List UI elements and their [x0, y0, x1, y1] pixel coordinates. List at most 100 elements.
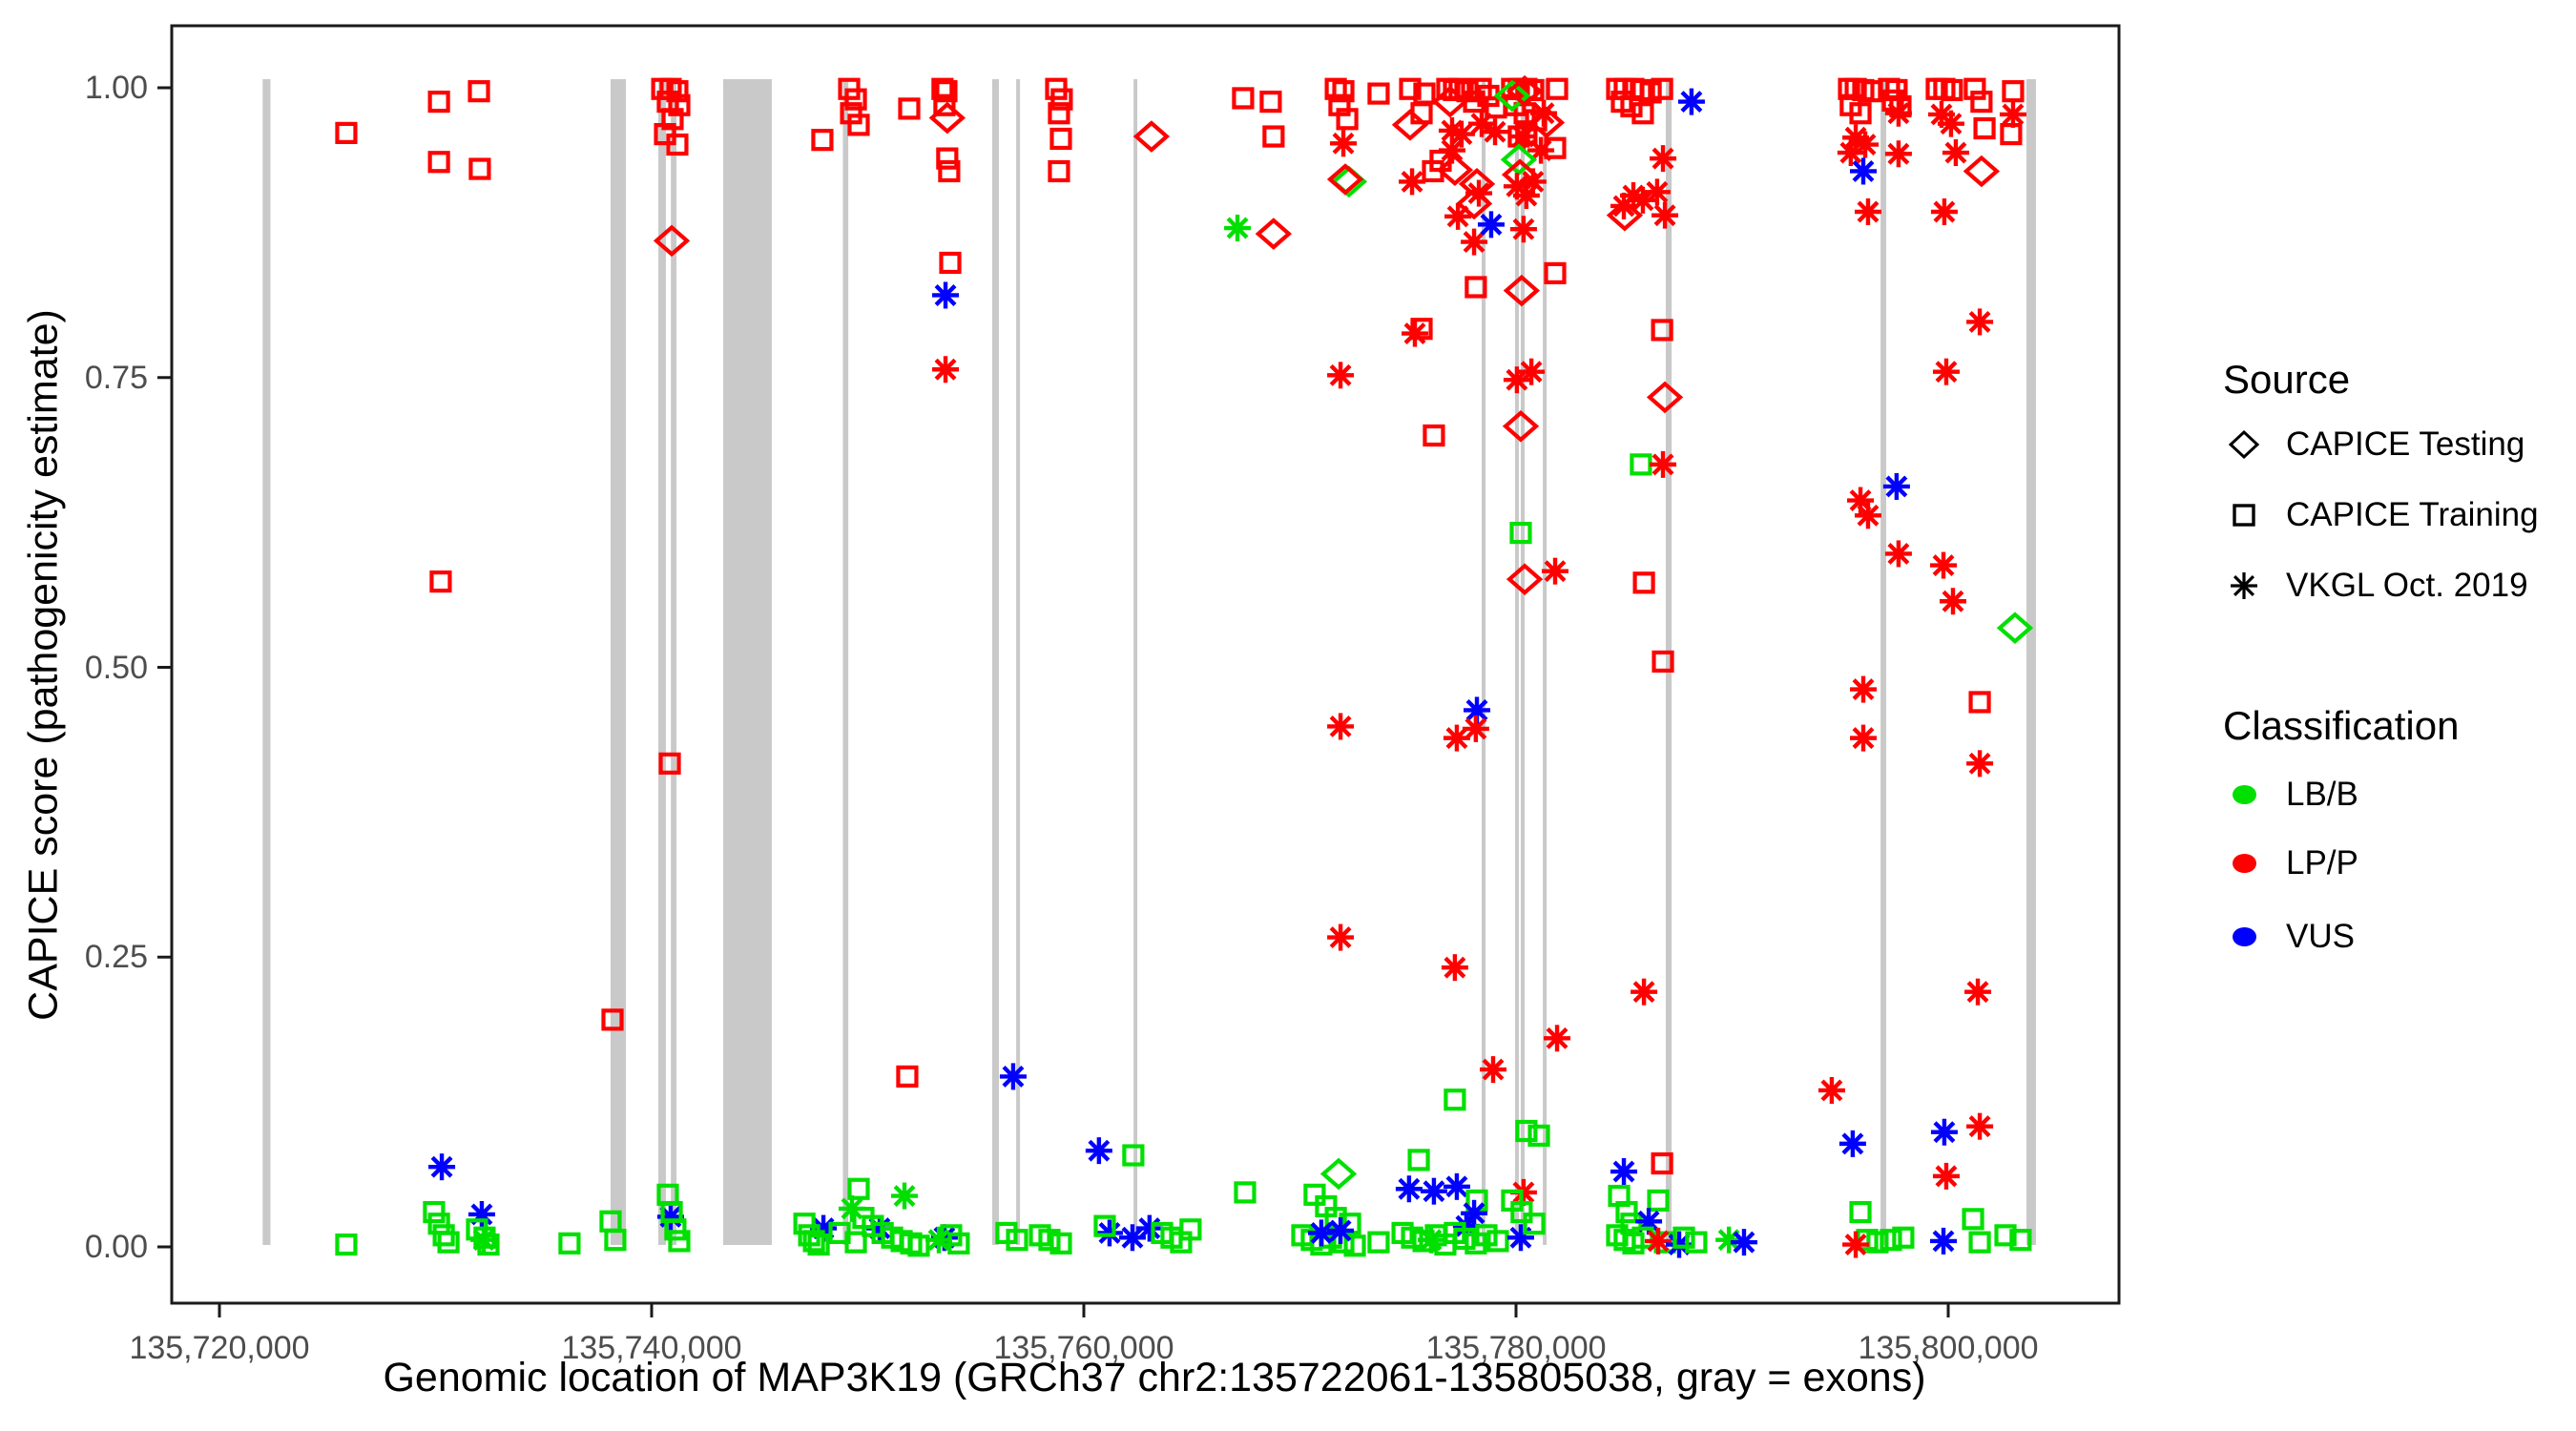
data-point	[1327, 362, 1355, 389]
legend-item-label: CAPICE Testing	[2286, 425, 2525, 463]
data-point	[1966, 1112, 1994, 1140]
data-point	[1502, 409, 1540, 443]
legend-item-label: CAPICE Training	[2286, 496, 2539, 533]
data-point	[1475, 1224, 1498, 1247]
data-point	[1610, 1158, 1638, 1186]
data-point	[1122, 1144, 1145, 1167]
y-tick-label: 0.00	[84, 1229, 148, 1265]
data-point	[1849, 675, 1877, 703]
y-axis-title: CAPICE score (pathogenicity estimate)	[20, 309, 67, 1021]
data-point	[1444, 202, 1472, 230]
data-point	[1443, 78, 1465, 102]
data-point	[1399, 77, 1422, 100]
data-point	[668, 1230, 691, 1253]
data-point	[1509, 123, 1537, 151]
data-point	[1401, 1226, 1423, 1249]
data-point	[1482, 118, 1509, 146]
exon-bar	[262, 79, 271, 1245]
data-point	[1515, 1119, 1538, 1143]
exon-bar	[610, 79, 627, 1245]
data-point	[1493, 79, 1531, 113]
data-point	[1546, 77, 1568, 100]
data-point	[427, 151, 450, 174]
data-point	[1436, 154, 1474, 187]
data-point	[1343, 1234, 1366, 1257]
data-point	[658, 752, 681, 775]
data-point	[1049, 1232, 1072, 1255]
data-point	[1962, 1208, 1984, 1231]
data-point	[1996, 612, 2034, 644]
data-point	[1503, 274, 1541, 307]
data-point	[1327, 1216, 1355, 1244]
data-point	[1615, 1200, 1638, 1224]
data-point	[1880, 1229, 1902, 1252]
data-point	[1652, 201, 1679, 229]
data-point	[1506, 74, 1544, 108]
data-point	[1509, 216, 1537, 243]
data-point	[1085, 1137, 1112, 1165]
data-point	[1395, 1175, 1423, 1203]
data-point	[1307, 1219, 1335, 1247]
data-point	[335, 1233, 358, 1256]
data-point	[1849, 157, 1877, 185]
data-point	[1326, 163, 1364, 196]
data-point	[604, 1229, 627, 1252]
data-point	[1319, 1157, 1358, 1191]
data-point	[1620, 94, 1643, 118]
exon-bar	[671, 79, 677, 1245]
data-point	[1937, 110, 1964, 137]
data-point	[1050, 88, 1073, 111]
data-point	[932, 281, 960, 309]
exon-bar	[2025, 79, 2036, 1245]
data-point	[1647, 1189, 1670, 1213]
data-point	[1417, 1226, 1444, 1254]
data-point	[1095, 1219, 1123, 1247]
data-point	[1968, 691, 1991, 714]
data-point	[428, 1153, 456, 1181]
data-point	[1849, 1200, 1872, 1224]
data-point	[935, 80, 958, 103]
data-point	[1646, 381, 1684, 414]
data-point	[1650, 450, 1677, 478]
data-point	[1651, 77, 1673, 100]
exon-bar	[1514, 79, 1519, 1245]
y-tick-label: 1.00	[84, 70, 148, 106]
data-point	[470, 1226, 498, 1254]
data-point	[666, 133, 689, 156]
y-tick-label: 0.75	[84, 360, 148, 396]
data-point	[1643, 178, 1671, 206]
data-point	[938, 159, 961, 183]
data-point	[1506, 563, 1544, 595]
data-point	[1882, 472, 1910, 500]
data-point	[1651, 319, 1673, 342]
data-point	[1509, 1178, 1537, 1206]
data-point	[1606, 198, 1644, 232]
data-point	[802, 1230, 825, 1253]
data-point	[1849, 724, 1877, 752]
data-point	[653, 224, 691, 258]
legend-item-label: LP/P	[2286, 844, 2358, 881]
green-dot-icon	[2233, 785, 2256, 804]
data-point	[1964, 978, 1992, 1006]
data-point	[811, 129, 834, 152]
data-point	[1038, 1229, 1061, 1252]
red-dot-icon	[2233, 854, 2256, 873]
exon-bar	[842, 79, 849, 1245]
data-point	[1462, 715, 1489, 742]
data-point	[2000, 123, 2023, 146]
data-point	[1631, 102, 1654, 125]
data-point	[1224, 215, 1252, 242]
data-point	[999, 1063, 1027, 1090]
data-point	[1884, 99, 1912, 127]
data-point	[1930, 551, 1958, 579]
data-point	[1884, 540, 1912, 568]
data-point	[1479, 1056, 1506, 1084]
data-point	[907, 1234, 930, 1257]
legend-classification-title: Classification	[2223, 703, 2460, 748]
data-point	[928, 101, 966, 135]
data-point	[1930, 1227, 1958, 1255]
data-point	[2002, 80, 2025, 103]
data-point	[1818, 1076, 1845, 1104]
data-point	[1327, 923, 1355, 951]
asterisk-icon	[2231, 572, 2257, 599]
